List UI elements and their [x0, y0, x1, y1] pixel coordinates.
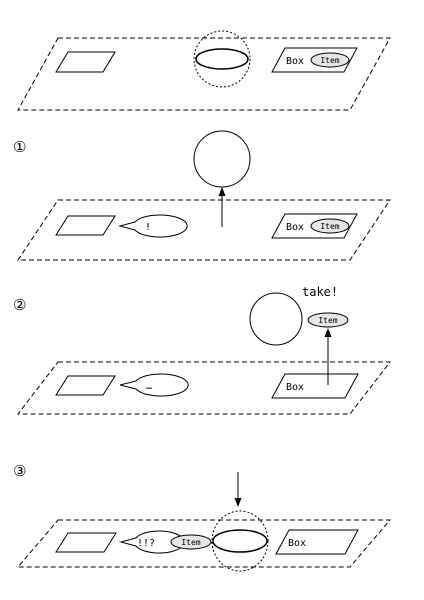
scene-1-item-label: Item — [320, 222, 339, 231]
scene-0-item-label: Item — [320, 56, 339, 65]
scene-1-item-ellipse — [310, 218, 350, 234]
scene-0-left-parallelogram — [55, 51, 116, 73]
scene-1: ① ! Box Item — [13, 130, 391, 261]
scene-2-bubble-text: … — [146, 381, 152, 392]
scene-2-take-text: take! — [302, 285, 338, 299]
scene-3-disk — [212, 529, 268, 553]
scene-0-disk — [195, 48, 249, 70]
scene-1-bubble-text: ! — [145, 222, 151, 233]
scene-2-speech-bubble — [119, 373, 189, 397]
scene-0-item-ellipse — [310, 52, 350, 68]
scene-1-speech-bubble — [118, 214, 188, 238]
scene-1-sphere — [193, 130, 251, 188]
scene-3-item-label: Item — [181, 538, 200, 547]
scene-3-bubble-text: !!? — [137, 538, 155, 549]
scene-3-box-label: Box — [288, 538, 306, 549]
scene-1-floor — [17, 199, 391, 261]
scene-2-arrow-up-head — [324, 328, 332, 337]
step-3-label: ③ — [13, 462, 26, 480]
scene-1-arrow-up-head — [218, 187, 226, 196]
scene-2-box-label: Box — [286, 382, 304, 393]
scene-2: ② take! Item … Box — [13, 285, 392, 415]
scene-2-left-parallelogram — [55, 375, 116, 396]
scene-3-item-ellipse — [170, 534, 212, 550]
scene-1-box-label: Box — [286, 222, 304, 233]
scene-2-item-label: Item — [318, 316, 337, 325]
scene-3-dotted-sphere — [211, 510, 269, 572]
scene-3-floor — [16, 519, 392, 568]
scene-3: ③ !!? Item Box — [13, 462, 392, 572]
scene-2-box-parallelogram — [271, 373, 359, 399]
scene-0: Box Item — [17, 30, 391, 111]
scene-0-dotted-sphere — [193, 30, 251, 88]
scene-3-arrow-down-head — [234, 498, 242, 507]
scene-0-box-label: Box — [286, 56, 304, 67]
step-1-label: ① — [13, 138, 26, 156]
scene-3-box-parallelogram — [275, 529, 359, 555]
scene-2-sphere — [249, 292, 303, 346]
step-2-label: ② — [13, 296, 26, 314]
scene-1-left-parallelogram — [55, 215, 116, 236]
scene-2-item-ellipse — [307, 312, 349, 328]
scene-3-left-parallelogram — [55, 532, 117, 553]
